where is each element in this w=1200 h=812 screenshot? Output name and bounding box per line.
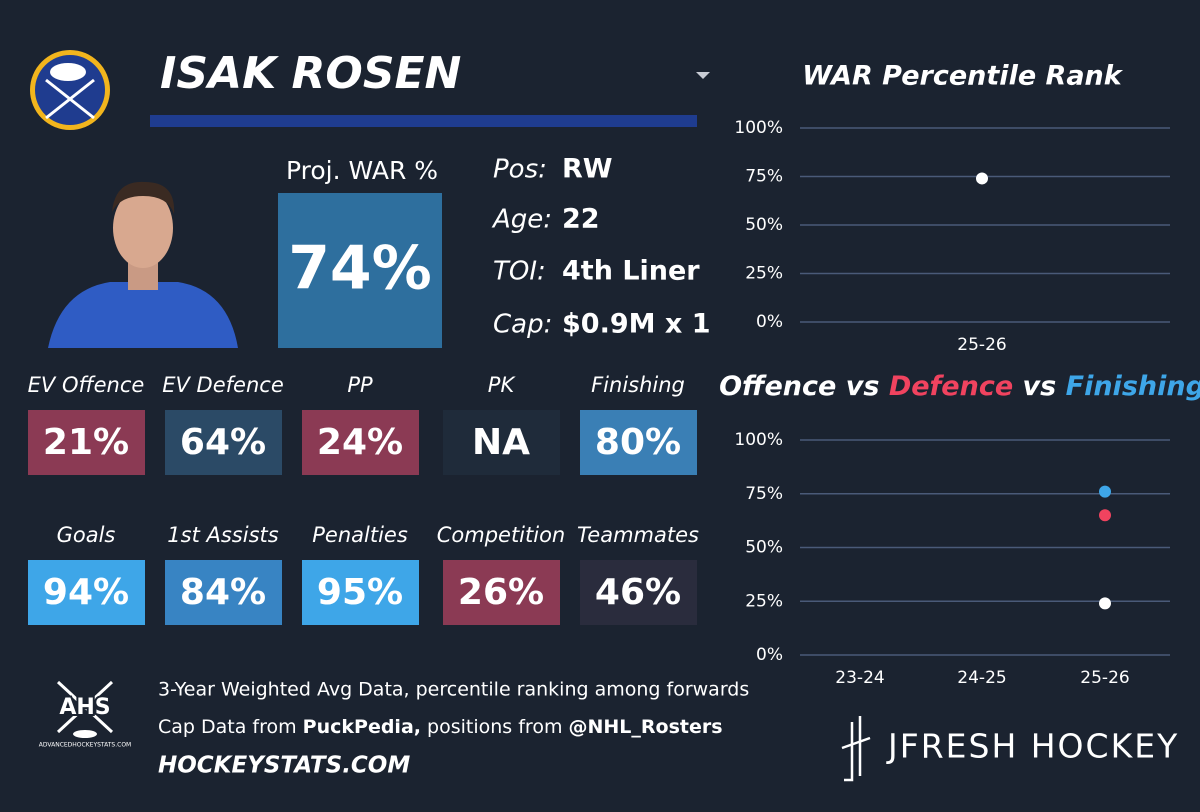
y-tick-label: 0% <box>756 312 783 332</box>
tile-value: 94% <box>43 572 129 613</box>
x-tick-label: 23-24 <box>835 668 884 688</box>
y-tick-label: 50% <box>745 215 783 235</box>
stat-tile <box>302 410 419 475</box>
info-value: 4th Liner <box>562 256 700 287</box>
title-joiner: vs <box>1013 371 1065 402</box>
stat-tile <box>580 410 697 475</box>
y-tick-label: 50% <box>745 538 783 558</box>
info-label: TOI: <box>493 257 546 287</box>
y-tick-label: 100% <box>734 118 783 138</box>
footer-line1: 3-Year Weighted Avg Data, percentile ran… <box>158 679 749 701</box>
title-joiner: vs <box>836 371 888 402</box>
footer-text: positions from <box>421 716 569 738</box>
stat-tile <box>443 410 560 475</box>
proj-war-value: 74% <box>288 234 432 304</box>
tile-label: EV Offence <box>28 373 145 397</box>
chart-title: Offence vs Defence vs Finishing <box>719 371 1200 402</box>
info-value: $0.9M x 1 <box>562 309 711 340</box>
tile-label: PK <box>488 373 517 397</box>
stat-tile <box>580 560 697 625</box>
player-name: ISAK ROSEN <box>160 48 461 99</box>
x-tick-label: 25-26 <box>1080 668 1129 688</box>
tile-value: 95% <box>317 572 403 613</box>
stat-tile <box>28 410 145 475</box>
info-value: RW <box>562 154 613 185</box>
brand-logo <box>841 716 871 782</box>
y-tick-label: 100% <box>734 430 783 450</box>
title-series-name: Offence <box>719 371 836 402</box>
info-value: 22 <box>562 204 600 235</box>
info-label: Cap: <box>493 310 552 340</box>
info-label: Pos: <box>493 155 547 185</box>
chart-title: WAR Percentile Rank <box>802 61 1123 92</box>
data-point <box>1099 509 1111 522</box>
title-series-name: Finishing <box>1066 371 1200 402</box>
tile-value: 64% <box>180 422 266 463</box>
footer-line2: Cap Data from PuckPedia, positions from … <box>158 716 723 738</box>
ahs-site: ADVANCEDHOCKEYSTATS.COM <box>39 742 131 749</box>
stat-tile <box>28 560 145 625</box>
tile-label: Finishing <box>591 373 685 397</box>
dropdown-arrow[interactable] <box>696 72 710 79</box>
tile-label: Penalties <box>312 523 408 547</box>
y-tick-label: 75% <box>745 484 783 504</box>
name-bar <box>150 115 697 127</box>
player-photo <box>45 175 240 348</box>
tile-label: PP <box>347 373 373 397</box>
info-label: Age: <box>491 205 552 235</box>
team-logo <box>30 50 110 130</box>
tile-value: 46% <box>595 572 681 613</box>
data-point <box>1099 485 1111 498</box>
stat-tile <box>302 560 419 625</box>
proj-war-label: Proj. WAR % <box>286 156 438 185</box>
brand-name: JFRESH HOCKEY <box>886 727 1179 766</box>
tile-value: 21% <box>43 422 129 463</box>
ahs-text: AHS <box>59 695 110 720</box>
y-tick-label: 25% <box>745 591 783 611</box>
footer-source: PuckPedia, <box>303 716 421 738</box>
y-tick-label: 25% <box>745 264 783 284</box>
x-tick-label: 25-26 <box>957 335 1006 355</box>
stat-tile <box>165 560 282 625</box>
tile-label: Competition <box>437 523 566 547</box>
stat-tile <box>165 410 282 475</box>
tile-label: Goals <box>57 523 116 547</box>
tile-label: 1st Assists <box>167 523 278 547</box>
tile-value: 26% <box>458 572 544 613</box>
proj-war-tile <box>278 193 442 348</box>
y-tick-label: 0% <box>756 645 783 665</box>
tile-value: 84% <box>180 572 266 613</box>
tile-label: EV Defence <box>162 373 284 397</box>
data-point <box>1099 597 1111 610</box>
tile-value: 80% <box>595 422 681 463</box>
footer-text: Cap Data from <box>158 716 303 738</box>
title-series-name: Defence <box>889 371 1013 402</box>
footer-source: @NHL_Rosters <box>569 716 723 738</box>
data-point <box>976 172 988 185</box>
stat-tile <box>443 560 560 625</box>
tile-value: 24% <box>317 422 403 463</box>
y-tick-label: 75% <box>745 167 783 187</box>
tile-value: NA <box>472 422 530 463</box>
x-tick-label: 24-25 <box>957 668 1006 688</box>
footer-site: HOCKEYSTATS.COM <box>158 753 410 779</box>
ahs-logo <box>56 680 114 738</box>
tile-label: Teammates <box>577 523 699 547</box>
